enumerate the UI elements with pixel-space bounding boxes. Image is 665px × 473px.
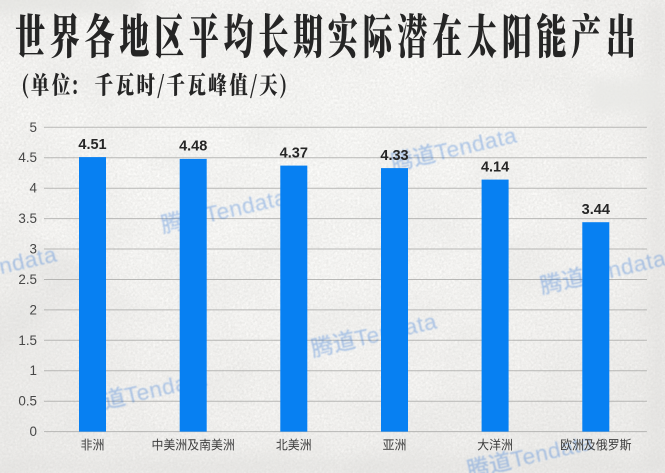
svg-text:1.5: 1.5 — [18, 333, 37, 348]
svg-text:0: 0 — [30, 424, 37, 439]
svg-text:4.37: 4.37 — [280, 145, 308, 161]
svg-text:4.5: 4.5 — [18, 150, 37, 165]
svg-text:4.51: 4.51 — [78, 137, 106, 153]
svg-text:4.33: 4.33 — [380, 148, 408, 164]
svg-text:4.48: 4.48 — [179, 139, 207, 155]
svg-text:4.14: 4.14 — [481, 159, 509, 175]
svg-text:3: 3 — [30, 242, 37, 257]
svg-text:0.5: 0.5 — [18, 394, 37, 409]
svg-text:1: 1 — [30, 363, 37, 378]
svg-text:2: 2 — [30, 302, 37, 317]
svg-text:3.44: 3.44 — [582, 202, 610, 218]
svg-text:3.5: 3.5 — [18, 211, 37, 226]
svg-text:2.5: 2.5 — [18, 272, 37, 287]
svg-text:4: 4 — [30, 181, 38, 196]
svg-text:5: 5 — [30, 120, 37, 135]
